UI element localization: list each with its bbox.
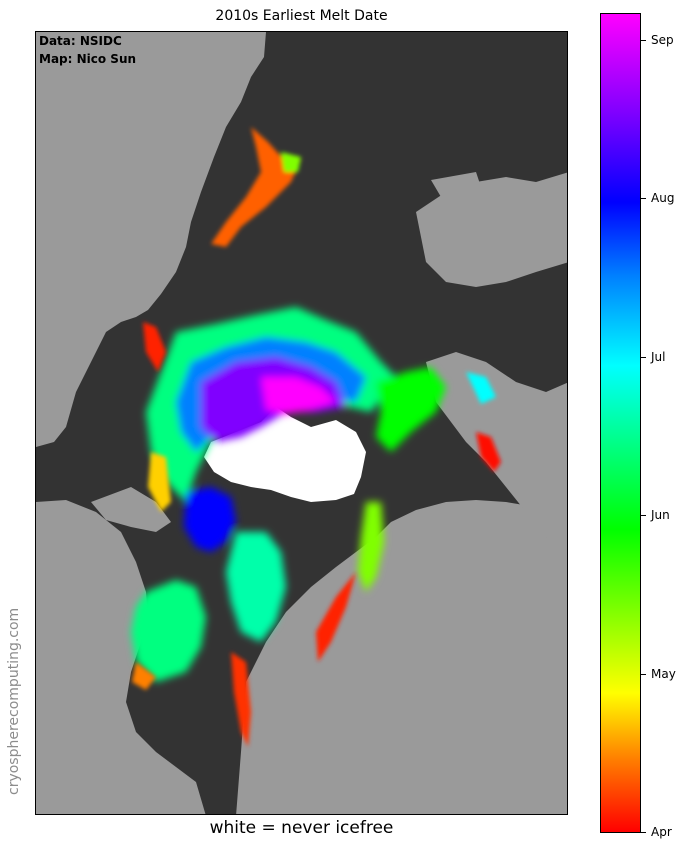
- colorbar-tick: [641, 357, 646, 358]
- colorbar-tick-label: Aug: [651, 191, 675, 205]
- colorbar-tick-label: Jun: [651, 508, 670, 522]
- map-graphic: [36, 32, 567, 814]
- colorbar-tick: [641, 198, 646, 199]
- colorbar: [600, 13, 641, 833]
- colorbar-tick-label: May: [651, 667, 676, 681]
- map-caption: white = never icefree: [209, 818, 394, 838]
- melt-date-map: [35, 31, 568, 815]
- data-credit: Data: NSIDC: [39, 34, 122, 48]
- colorbar-tick: [641, 832, 646, 833]
- colorbar-tick: [641, 515, 646, 516]
- colorbar-tick-label: Apr: [651, 825, 672, 839]
- melt-date-field: [131, 307, 446, 682]
- colorbar-tick-label: Sep: [651, 33, 674, 47]
- melt-date-edges: [132, 127, 501, 747]
- map-credit: Map: Nico Sun: [39, 52, 137, 66]
- chart-title: 2010s Earliest Melt Date: [215, 8, 388, 24]
- colorbar-tick: [641, 674, 646, 675]
- colorbar-tick: [641, 40, 646, 41]
- watermark: cryospherecomputing.com: [6, 607, 22, 795]
- colorbar-tick-label: Jul: [651, 350, 666, 364]
